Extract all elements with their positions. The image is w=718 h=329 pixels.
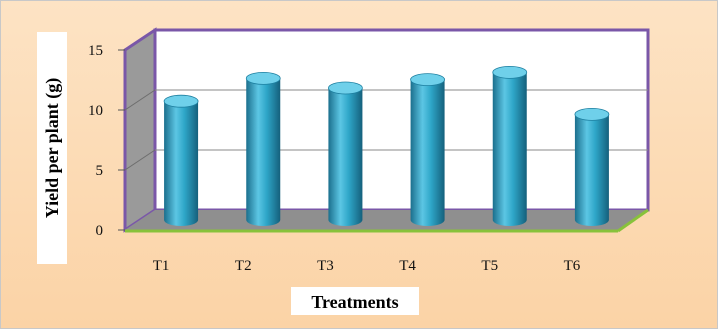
bar-top xyxy=(328,81,363,95)
bar-body xyxy=(164,101,199,226)
bar-T2 xyxy=(245,72,281,227)
bar-body xyxy=(492,72,527,227)
x-tick-label: T6 xyxy=(564,258,581,274)
y-tick-label: 15 xyxy=(88,43,103,59)
y-axis-title: Yield per plant (g) xyxy=(42,78,63,219)
y-tick-label: 0 xyxy=(96,223,104,239)
bar-top xyxy=(163,94,199,108)
side-gridline xyxy=(124,149,156,171)
bar-top xyxy=(410,73,445,86)
bar-T6 xyxy=(574,108,610,226)
bar-T1 xyxy=(163,94,199,226)
floor xyxy=(125,210,648,230)
bar-top xyxy=(574,108,610,121)
y-tick-label: 5 xyxy=(96,163,104,179)
bar-body xyxy=(246,78,281,227)
y-tick-label: 10 xyxy=(88,103,103,119)
x-tick-label: T1 xyxy=(153,258,170,274)
y-axis-title-box xyxy=(37,32,67,264)
bar-T4 xyxy=(410,73,445,226)
bar-top xyxy=(245,72,281,85)
x-axis-title-box xyxy=(291,287,419,315)
bar-T3 xyxy=(328,81,363,226)
x-axis-title: Treatments xyxy=(311,292,398,312)
x-tick-label: T5 xyxy=(481,258,498,274)
side-wall xyxy=(123,27,157,233)
side-gridline xyxy=(124,89,156,111)
bar-top xyxy=(492,66,528,79)
bar-T5 xyxy=(492,66,528,227)
x-tick-label: T2 xyxy=(235,258,252,274)
bar-body xyxy=(410,79,445,226)
back-wall xyxy=(153,28,650,212)
bar-body xyxy=(328,88,363,226)
x-tick-label: T4 xyxy=(399,258,416,274)
x-tick-label: T3 xyxy=(317,258,334,274)
floor-right-edge xyxy=(617,208,649,233)
bar-body xyxy=(574,114,609,226)
